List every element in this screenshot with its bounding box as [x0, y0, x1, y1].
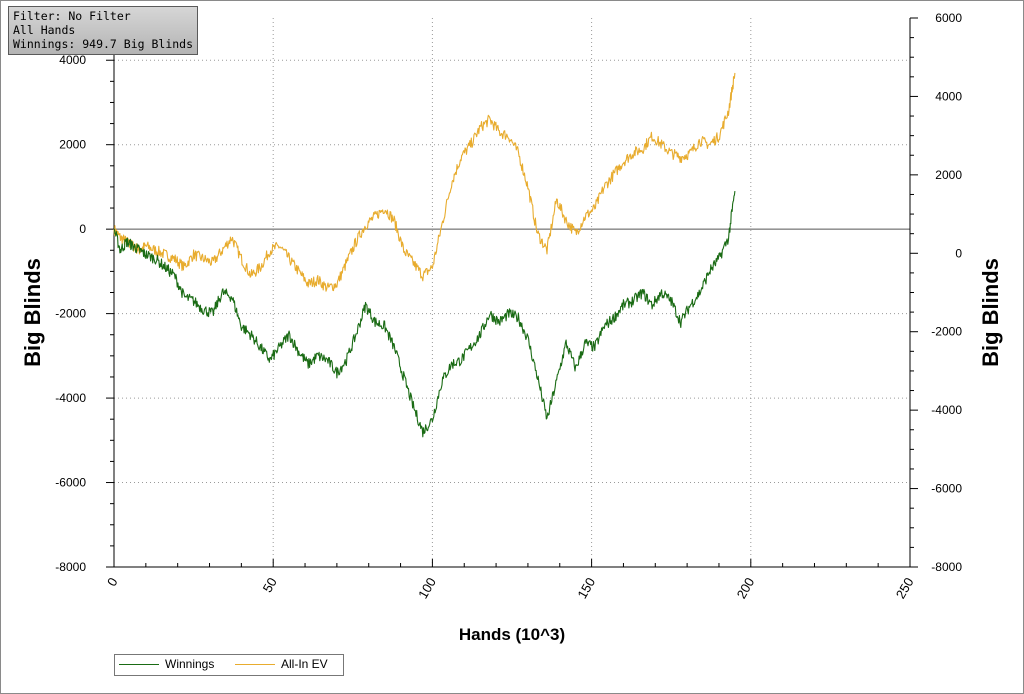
legend: Winnings All-In EV: [114, 654, 344, 676]
x-tick-label: 150: [574, 575, 598, 601]
legend-swatch-all-in-ev: [235, 663, 275, 665]
y-tick-label-right: -6000: [931, 482, 962, 496]
y-tick-label-left: 0: [79, 222, 86, 236]
series-line-winnings: [113, 191, 736, 438]
y-tick-label-left: -4000: [55, 391, 86, 405]
y-tick-label-right: 0: [955, 246, 962, 260]
y-tick-label-right: -8000: [931, 560, 962, 574]
filter-info-box: Filter: No Filter All Hands Winnings: 94…: [8, 6, 199, 55]
x-tick-label: 100: [415, 575, 439, 601]
legend-label-all-in-ev: All-In EV: [281, 657, 328, 671]
y-tick-label-left: -8000: [55, 560, 86, 574]
labels-layer: 0 50 100 150 200 250 4000 2000 0 -2000 -4000 -6000 -…: [20, 11, 1003, 644]
legend-label-winnings: Winnings: [165, 657, 215, 671]
series-layer: [113, 72, 736, 438]
hands-text: All Hands: [13, 23, 76, 37]
legend-item-winnings: Winnings: [119, 657, 214, 671]
y-axis-title-left: Big Blinds: [20, 258, 45, 367]
filter-text: Filter: No Filter: [13, 9, 131, 23]
x-tick-label: 50: [260, 575, 280, 595]
y-tick-label-right: -4000: [931, 403, 962, 417]
axes-layer: [106, 17, 918, 568]
y-tick-label-right: 2000: [935, 168, 962, 182]
y-tick-label-left: -6000: [55, 476, 86, 490]
y-tick-label-right: 4000: [935, 89, 962, 103]
x-tick-label: 200: [734, 575, 758, 601]
x-tick-label: 250: [893, 575, 917, 601]
y-tick-label-left: 2000: [59, 138, 86, 152]
y-tick-label-right: -2000: [931, 325, 962, 339]
x-axis-title: Hands (10^3): [459, 625, 565, 644]
y-tick-label-right: 6000: [935, 11, 962, 25]
legend-item-all-in-ev: All-In EV: [235, 657, 328, 671]
y-tick-label-left: -2000: [55, 307, 86, 321]
y-axis-title-right: Big Blinds: [978, 258, 1003, 367]
series-line-all-in-ev: [113, 72, 736, 292]
winnings-text: Winnings: 949.7 Big Blinds: [13, 37, 194, 51]
grid-layer: [114, 18, 910, 567]
y-tick-label-left: 4000: [59, 53, 86, 67]
legend-swatch-winnings: [119, 663, 159, 665]
x-tick-label: 0: [104, 575, 121, 589]
